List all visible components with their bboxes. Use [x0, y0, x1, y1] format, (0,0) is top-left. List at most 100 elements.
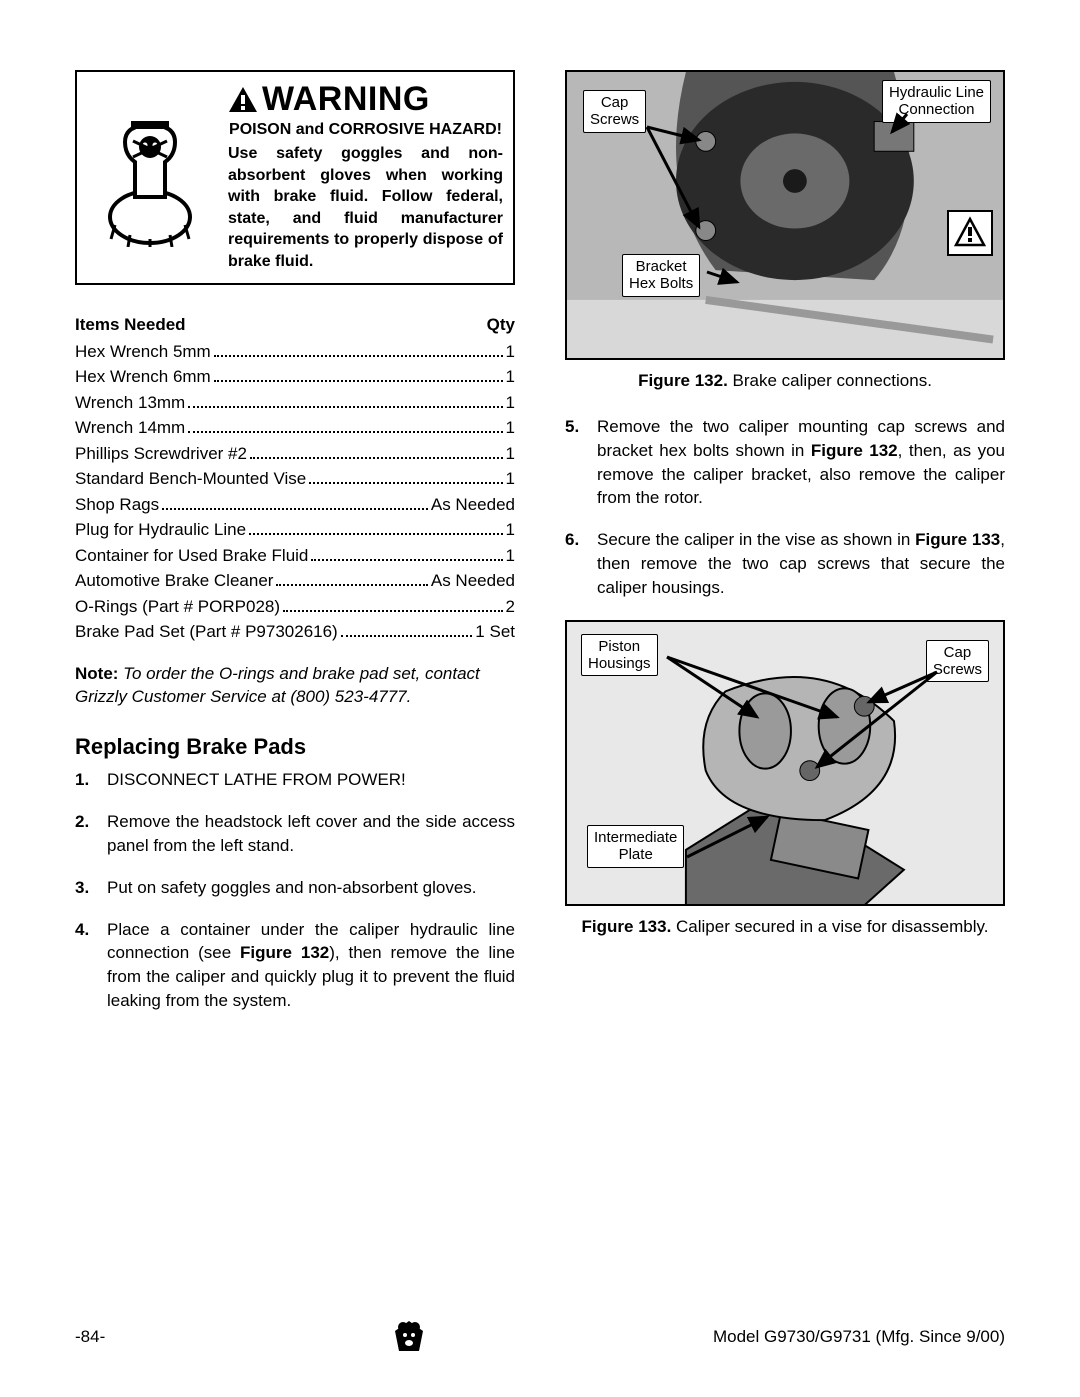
item-qty: 1	[506, 364, 515, 390]
item-label: Automotive Brake Cleaner	[75, 568, 273, 594]
item-dots	[309, 470, 502, 484]
item-row: Brake Pad Set (Part # P97302616) 1 Set	[75, 619, 515, 645]
item-dots	[214, 343, 503, 357]
item-label: Plug for Hydraulic Line	[75, 517, 246, 543]
figure-132: CapScrews Hydraulic LineConnection Brack…	[565, 70, 1005, 360]
item-qty: 1	[506, 441, 515, 467]
item-qty: 1	[506, 466, 515, 492]
figure-132-arrows	[567, 72, 1005, 360]
warning-text: WARNING POISON and CORROSIVE HAZARD! Use…	[222, 72, 513, 283]
items-list: Hex Wrench 5mm1Hex Wrench 6mm1Wrench 13m…	[75, 339, 515, 645]
items-header: Items Needed Qty	[75, 315, 515, 335]
item-dots	[188, 394, 502, 408]
order-note: Note: To order the O-rings and brake pad…	[75, 663, 515, 709]
item-qty: 1	[506, 517, 515, 543]
left-column: WARNING POISON and CORROSIVE HAZARD! Use…	[75, 70, 515, 1031]
item-label: Hex Wrench 6mm	[75, 364, 211, 390]
step-number: 4.	[75, 918, 107, 1013]
step-body: Put on safety goggles and non-absorbent …	[107, 876, 515, 900]
page: WARNING POISON and CORROSIVE HAZARD! Use…	[0, 0, 1080, 1397]
figure-132-caption-bold: Figure 132.	[638, 371, 728, 390]
item-qty: As Needed	[431, 492, 515, 518]
figure-alert-icon	[947, 210, 993, 256]
item-row: O-Rings (Part # PORP028) 2	[75, 594, 515, 620]
note-bold: Note:	[75, 664, 118, 683]
item-label: Phillips Screwdriver #2	[75, 441, 247, 467]
item-qty: 1	[506, 415, 515, 441]
item-row: Wrench 14mm 1	[75, 415, 515, 441]
step-number: 1.	[75, 768, 107, 792]
figure-133-caption-rest: Caliper secured in a vise for disassembl…	[671, 917, 988, 936]
item-dots	[214, 368, 503, 382]
warning-body: Use safety goggles and non-absorbent glo…	[228, 143, 503, 273]
warning-poison-icon	[77, 72, 222, 283]
item-dots	[249, 521, 503, 535]
step-body: DISCONNECT LATHE FROM POWER!	[107, 768, 515, 792]
item-qty: As Needed	[431, 568, 515, 594]
item-dots	[276, 572, 427, 586]
item-dots	[283, 598, 503, 612]
item-row: Container for Used Brake Fluid 1	[75, 543, 515, 569]
warning-subtitle: POISON and CORROSIVE HAZARD!	[228, 121, 503, 139]
item-qty: 1	[506, 543, 515, 569]
item-row: Wrench 13mm 1	[75, 390, 515, 416]
item-label: Wrench 14mm	[75, 415, 185, 441]
steps-list-right: 5.Remove the two caliper mounting cap sc…	[565, 415, 1005, 600]
item-label: Wrench 13mm	[75, 390, 185, 416]
step: 5.Remove the two caliper mounting cap sc…	[565, 415, 1005, 510]
figure-133-caption-bold: Figure 133.	[582, 917, 672, 936]
model-info: Model G9730/G9731 (Mfg. Since 9/00)	[713, 1327, 1005, 1347]
step: 4.Place a container under the caliper hy…	[75, 918, 515, 1013]
item-label: Container for Used Brake Fluid	[75, 543, 308, 569]
item-row: Hex Wrench 6mm 1	[75, 364, 515, 390]
item-row: Standard Bench-Mounted Vise 1	[75, 466, 515, 492]
item-label: Standard Bench-Mounted Vise	[75, 466, 306, 492]
step: 2.Remove the headstock left cover and th…	[75, 810, 515, 858]
step-number: 6.	[565, 528, 597, 599]
item-label: Hex Wrench 5mm	[75, 339, 211, 365]
item-qty: 1	[506, 339, 515, 365]
step-number: 3.	[75, 876, 107, 900]
step-number: 2.	[75, 810, 107, 858]
figure-132-caption: Figure 132. Brake caliper connections.	[565, 370, 1005, 393]
step-body: Remove the headstock left cover and the …	[107, 810, 515, 858]
item-label: Brake Pad Set (Part # P97302616)	[75, 619, 338, 645]
item-label: Shop Rags	[75, 492, 159, 518]
bear-logo-icon	[389, 1317, 429, 1357]
item-dots	[250, 445, 503, 459]
item-row: Hex Wrench 5mm 1	[75, 339, 515, 365]
figure-132-caption-rest: Brake caliper connections.	[728, 371, 932, 390]
alert-triangle-icon	[228, 86, 258, 114]
page-footer: -84- Model G9730/G9731 (Mfg. Since 9/00)	[75, 1317, 1005, 1357]
page-number: -84-	[75, 1327, 105, 1347]
step-body: Secure the caliper in the vise as shown …	[597, 528, 1005, 599]
item-label: O-Rings (Part # PORP028)	[75, 594, 280, 620]
item-row: Shop Rags As Needed	[75, 492, 515, 518]
step-body: Remove the two caliper mounting cap scre…	[597, 415, 1005, 510]
item-qty: 1 Set	[475, 619, 515, 645]
right-column: CapScrews Hydraulic LineConnection Brack…	[565, 70, 1005, 1031]
step-body: Place a container under the caliper hydr…	[107, 918, 515, 1013]
two-column-layout: WARNING POISON and CORROSIVE HAZARD! Use…	[75, 70, 1005, 1031]
item-dots	[341, 623, 473, 637]
item-dots	[162, 496, 428, 510]
item-row: Phillips Screwdriver #2 1	[75, 441, 515, 467]
step: 6.Secure the caliper in the vise as show…	[565, 528, 1005, 599]
figure-133-caption: Figure 133. Caliper secured in a vise fo…	[565, 916, 1005, 939]
figure-133-arrows	[567, 622, 1005, 906]
step: 1.DISCONNECT LATHE FROM POWER!	[75, 768, 515, 792]
items-header-right: Qty	[487, 315, 515, 335]
section-heading: Replacing Brake Pads	[75, 734, 515, 760]
items-header-left: Items Needed	[75, 315, 186, 335]
figure-133: PistonHousings CapScrews IntermediatePla…	[565, 620, 1005, 906]
warning-title-text: WARNING	[262, 80, 430, 119]
item-dots	[311, 547, 502, 561]
note-italic: To order the O-rings and brake pad set, …	[75, 664, 480, 706]
item-qty: 1	[506, 390, 515, 416]
steps-list-left: 1.DISCONNECT LATHE FROM POWER!2.Remove t…	[75, 768, 515, 1012]
item-qty: 2	[506, 594, 515, 620]
item-row: Plug for Hydraulic Line 1	[75, 517, 515, 543]
warning-title: WARNING	[228, 80, 503, 119]
step-number: 5.	[565, 415, 597, 510]
step: 3.Put on safety goggles and non-absorben…	[75, 876, 515, 900]
